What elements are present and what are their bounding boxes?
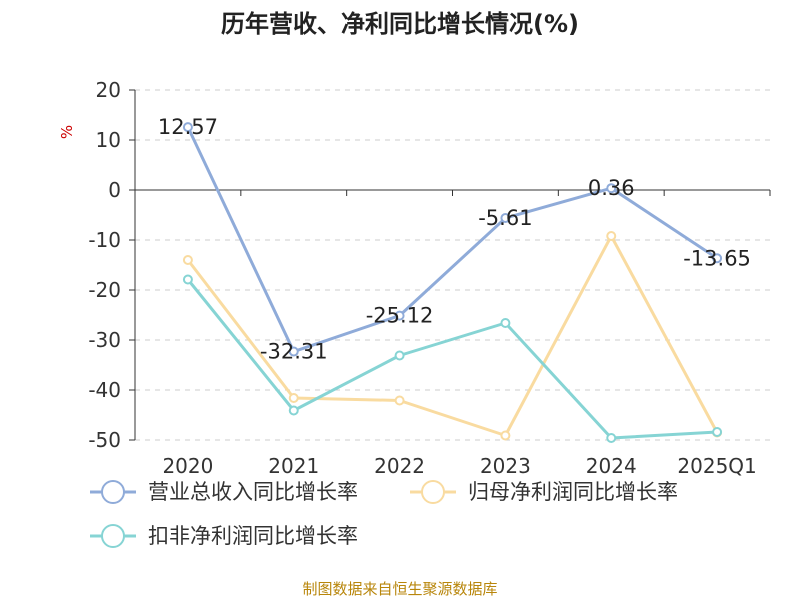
x-tick-label: 2022 [374, 454, 425, 478]
legend-label: 营业总收入同比增长率 [148, 480, 358, 504]
x-tick-label: 2024 [586, 454, 637, 478]
data-label: -13.65 [683, 246, 751, 270]
data-point [500, 430, 511, 441]
data-point [288, 346, 299, 357]
legend-label: 归母净利润同比增长率 [468, 480, 678, 504]
data-point [606, 183, 617, 194]
y-tick-label: 20 [96, 78, 121, 102]
legend-marker [101, 480, 125, 504]
x-tick-label: 2021 [268, 454, 319, 478]
y-tick-label: -10 [88, 228, 121, 252]
y-tick-label: -30 [88, 328, 121, 352]
series-line [186, 234, 719, 437]
x-tick-label: 2025Q1 [677, 454, 756, 478]
data-point [288, 393, 299, 403]
legend-marker [421, 480, 445, 504]
data-point [712, 253, 723, 264]
y-tick-label: 10 [96, 128, 121, 152]
legend-label: 扣非净利润同比增长率 [148, 524, 358, 548]
legend-marker [101, 524, 125, 548]
source-note: 制图数据来自恒生聚源数据库 [302, 580, 497, 598]
data-point [606, 433, 617, 443]
data-point [394, 395, 405, 406]
data-point [182, 122, 193, 133]
data-point [182, 255, 193, 265]
data-point [394, 350, 405, 361]
data-point [500, 318, 511, 328]
y-tick-label: -40 [88, 378, 121, 402]
series-line [186, 126, 718, 354]
y-tick-label: -50 [88, 428, 121, 452]
y-tick-label: 0 [108, 178, 121, 202]
data-point [606, 231, 617, 241]
axes: 20 10 0 -10 -20 -30 -40 -50 2020 2021 2022 2023 2024… [88, 78, 771, 478]
data-labels: 12.57 -32.31 -25.12 -5.61 0.36 -13.65 [158, 115, 751, 363]
data-label: 0.36 [588, 176, 635, 200]
data-label: -25.12 [366, 304, 434, 328]
data-point [712, 427, 723, 437]
x-tick-label: 2023 [480, 454, 531, 478]
series-lines [182, 122, 723, 443]
data-point [288, 405, 299, 416]
x-tick-label: 2020 [162, 454, 213, 478]
chart-title: 历年营收、净利同比增长情况(%) [221, 10, 579, 38]
data-point [394, 310, 405, 321]
y-axis-unit: % [58, 125, 76, 139]
data-label: -32.31 [260, 340, 328, 364]
data-point [182, 274, 193, 285]
data-label: 12.57 [158, 115, 218, 139]
data-point [500, 213, 511, 224]
data-label: -5.61 [478, 206, 532, 230]
series-line [186, 278, 718, 440]
y-tick-label: -20 [88, 278, 121, 302]
